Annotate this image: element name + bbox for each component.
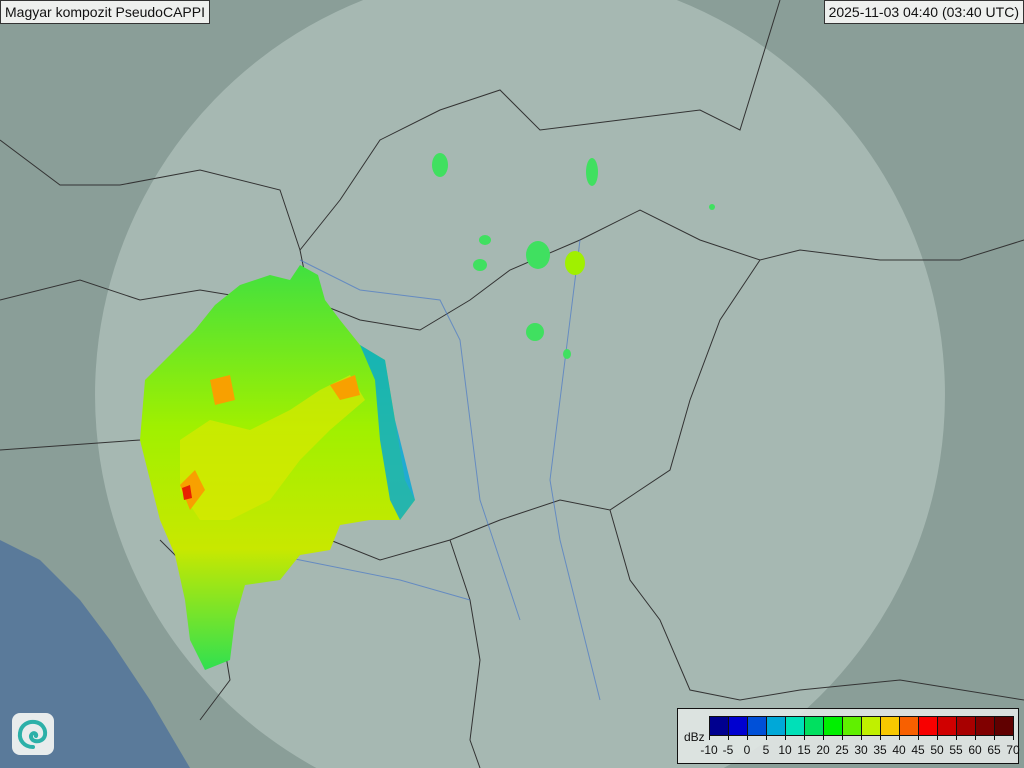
echo-core <box>180 375 365 520</box>
legend-swatch <box>995 717 1013 735</box>
legend-tick-label: 5 <box>762 743 770 757</box>
legend-tick-label: -10 <box>700 743 718 757</box>
echo-edge <box>360 345 415 520</box>
legend-tick-label: 55 <box>949 743 963 757</box>
legend-tick-label: 70 <box>1006 743 1020 757</box>
legend-swatch <box>767 717 786 735</box>
legend-tick <box>766 735 767 740</box>
legend-tick <box>823 735 824 740</box>
echo-small-cells <box>432 153 715 359</box>
legend-swatch <box>900 717 919 735</box>
legend-tick <box>1013 735 1014 740</box>
legend-tick-label: 25 <box>835 743 849 757</box>
legend-tick <box>975 735 976 740</box>
legend-tick-label: 60 <box>968 743 982 757</box>
legend-swatch <box>881 717 900 735</box>
legend-colorbar <box>709 716 1014 736</box>
legend-swatch <box>710 717 729 735</box>
legend-tick <box>785 735 786 740</box>
legend-swatch <box>862 717 881 735</box>
legend-tick <box>880 735 881 740</box>
legend-tick-label: 20 <box>816 743 830 757</box>
legend-swatch <box>748 717 767 735</box>
legend-tick-label: 0 <box>743 743 751 757</box>
legend-tick-label: 10 <box>778 743 792 757</box>
legend-tick <box>899 735 900 740</box>
legend-swatch <box>938 717 957 735</box>
legend-tick-label: 65 <box>987 743 1001 757</box>
legend-swatch <box>957 717 976 735</box>
legend-tick <box>842 735 843 740</box>
legend-tick-label: 45 <box>911 743 925 757</box>
dbz-legend: dBz -10 -5 0 5 10 15 20 25 30 35 40 45 50 55 60 65 70 <box>677 708 1020 764</box>
legend-tick <box>728 735 729 740</box>
legend-tick <box>937 735 938 740</box>
legend-tick-label: 40 <box>892 743 906 757</box>
legend-swatch <box>976 717 995 735</box>
legend-tick <box>956 735 957 740</box>
legend-swatch <box>786 717 805 735</box>
legend-tick <box>861 735 862 740</box>
swirl-logo-icon[interactable] <box>12 713 54 755</box>
legend-tick-label: 30 <box>854 743 868 757</box>
legend-swatch <box>919 717 938 735</box>
legend-tick <box>918 735 919 740</box>
legend-tick <box>747 735 748 740</box>
legend-tick-label: -5 <box>722 743 734 757</box>
legend-tick <box>994 735 995 740</box>
legend-swatch <box>843 717 862 735</box>
product-title: Magyar kompozit PseudoCAPPI <box>0 0 210 24</box>
legend-unit: dBz <box>684 730 705 744</box>
legend-tick-label: 35 <box>873 743 887 757</box>
legend-swatch <box>805 717 824 735</box>
sea-adriatic <box>0 540 190 768</box>
radar-range-circle <box>95 0 945 768</box>
legend-tick-label: 50 <box>930 743 944 757</box>
legend-swatch <box>824 717 843 735</box>
legend-swatch <box>729 717 748 735</box>
legend-tick-label: 15 <box>797 743 811 757</box>
echo-core-red <box>182 485 192 500</box>
timestamp: 2025-11-03 04:40 (03:40 UTC) <box>823 0 1024 24</box>
legend-tick <box>709 735 710 740</box>
echo-core-orange <box>180 375 360 510</box>
radar-echoes <box>140 153 715 670</box>
legend-tick <box>804 735 805 740</box>
